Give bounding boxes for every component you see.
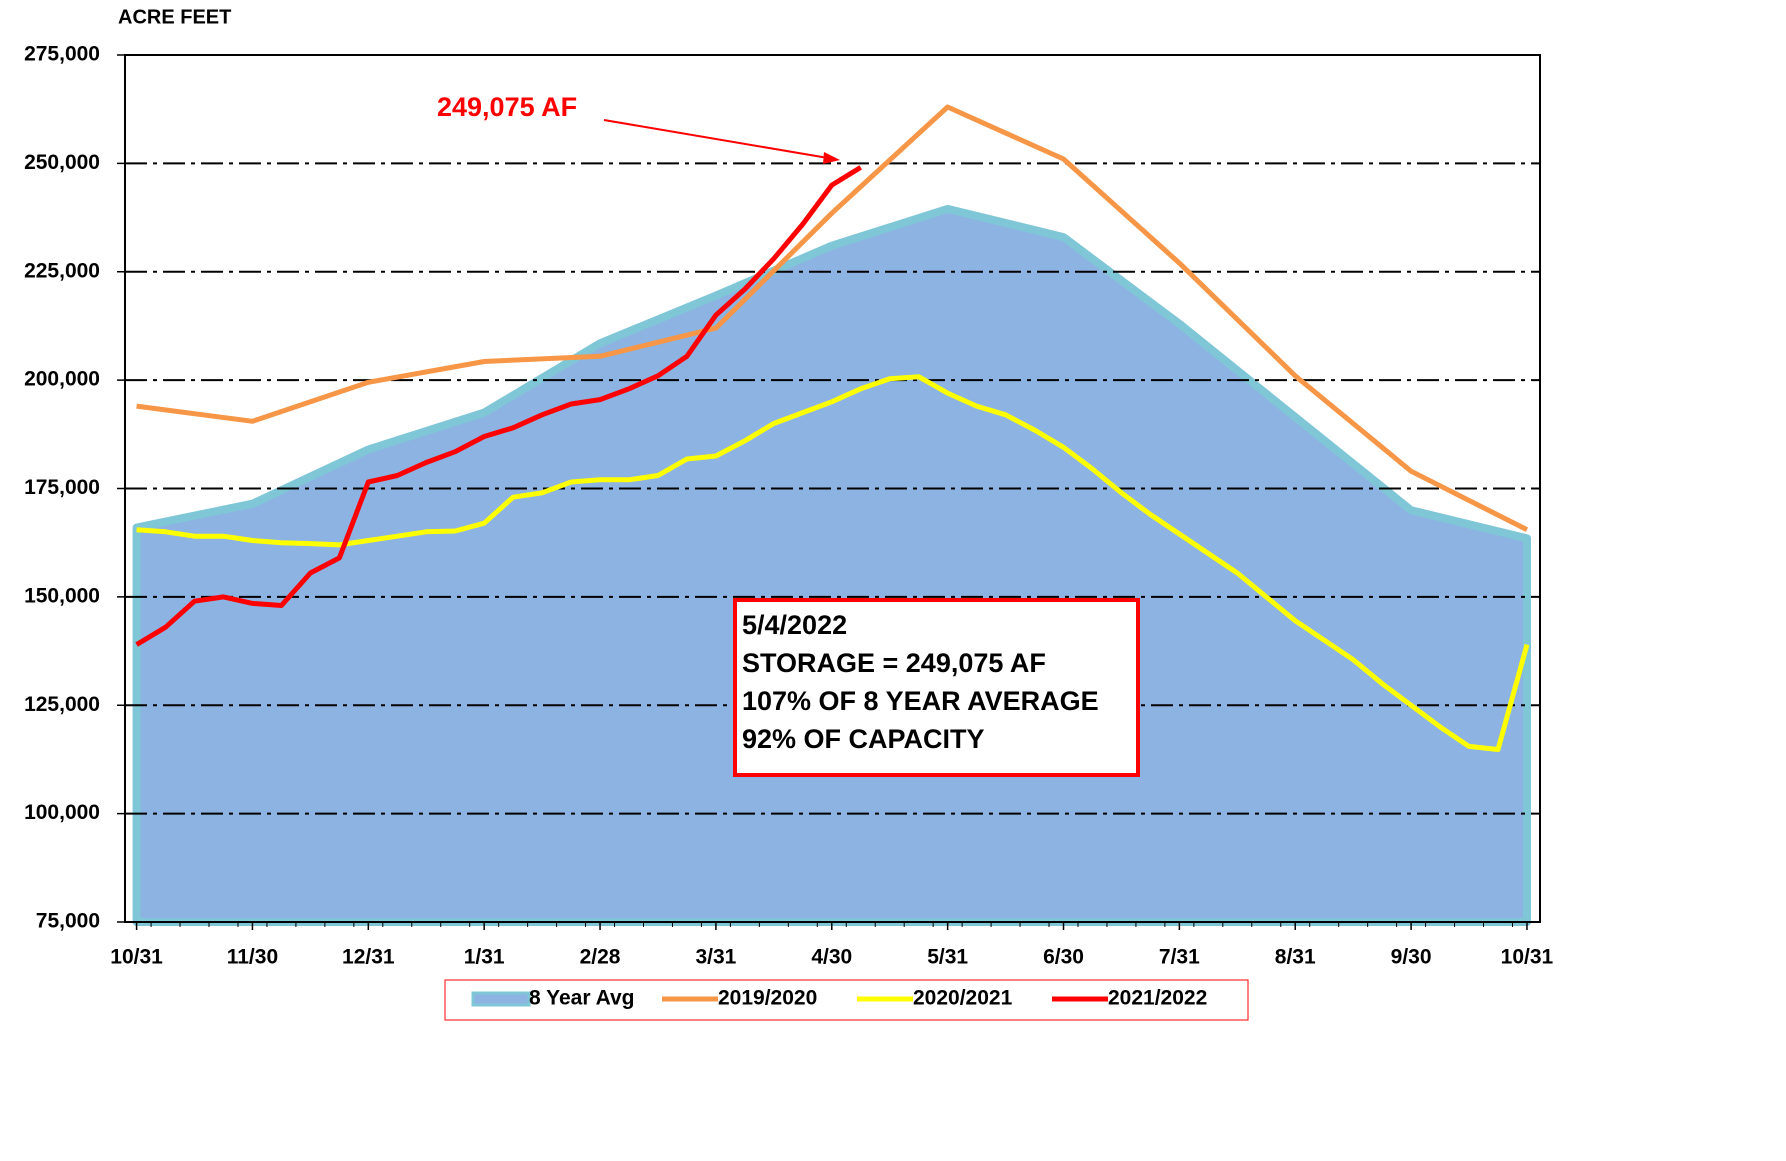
y-tick-label: 75,000: [36, 910, 100, 933]
x-tick-label: 11/30: [227, 946, 278, 969]
x-tick-label: 7/31: [1159, 946, 1200, 969]
x-tick-label: 10/31: [110, 946, 163, 969]
x-tick-label: 6/30: [1043, 946, 1084, 969]
legend-box: [444, 979, 1249, 1021]
legend-label: 2019/2020: [718, 987, 817, 1010]
x-tick-label: 3/31: [695, 946, 736, 969]
x-tick-label: 9/30: [1391, 946, 1432, 969]
x-tick-label: 1/31: [464, 946, 505, 969]
plot-border: [124, 54, 1541, 923]
info-box: [733, 598, 1140, 777]
annotation: 249,075 AF: [437, 92, 577, 122]
legend-label: 2021/2022: [1108, 987, 1207, 1010]
info-text: STORAGE = 249,075 AF: [742, 648, 1046, 678]
line: [135, 165, 863, 647]
y-tick-label: 200,000: [24, 368, 100, 391]
x-tick-label: 4/30: [811, 946, 852, 969]
line: [136, 374, 1530, 752]
x-tick-label: 8/31: [1275, 946, 1316, 969]
y-tick-label: 175,000: [24, 476, 100, 499]
x-tick-label: 12/31: [342, 946, 395, 969]
y-tick-label: 150,000: [24, 584, 100, 607]
y-axis-label: ACRE FEET: [118, 6, 231, 28]
x-tick-label: 2/28: [580, 946, 621, 969]
arrow: [603, 119, 829, 159]
info-text: 107% OF 8 YEAR AVERAGE: [742, 686, 1099, 716]
x-tick-label: 10/31: [1501, 946, 1554, 969]
y-tick-label: 250,000: [24, 151, 100, 174]
legend-label: 8 Year Avg: [529, 987, 634, 1010]
line: [136, 104, 1529, 532]
y-tick-label: 225,000: [24, 259, 100, 282]
y-tick-label: 125,000: [24, 693, 100, 716]
area: [132, 204, 1531, 926]
info-text: 5/4/2022: [742, 610, 847, 640]
x-tick-label: 5/31: [927, 946, 968, 969]
legend-label: 2020/2021: [913, 987, 1013, 1010]
y-tick-label: 275,000: [24, 43, 100, 66]
arrow-head: [823, 152, 840, 164]
info-text: 92% OF CAPACITY: [742, 724, 985, 754]
legend-swatch: [471, 991, 531, 1007]
y-tick-label: 100,000: [24, 801, 100, 824]
